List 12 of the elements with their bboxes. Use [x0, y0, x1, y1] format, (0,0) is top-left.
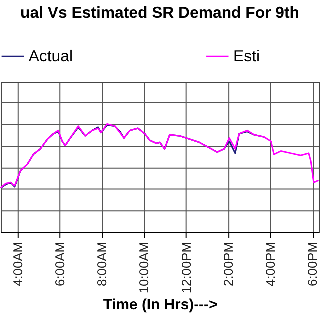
legend-label: Actual [28, 48, 73, 66]
x-tick-label: 8:00AM [94, 242, 110, 286]
x-tick-label: 4:00PM [263, 242, 278, 286]
x-tick-label: 12:00PM [178, 242, 194, 294]
x-tick-label: 10:00AM [136, 242, 152, 294]
x-tick-label: 4:00AM [10, 242, 26, 286]
chart-title: ual Vs Estimated SR Demand For 9th [20, 4, 300, 22]
x-tick-label: 6:00AM [52, 242, 68, 286]
x-tick-label: 2:00PM [220, 242, 236, 286]
x-axis-title: Time (In Hrs)---> [103, 298, 218, 314]
legend-label: Esti [234, 48, 260, 66]
x-tick-label: 6:00PM [305, 242, 320, 286]
